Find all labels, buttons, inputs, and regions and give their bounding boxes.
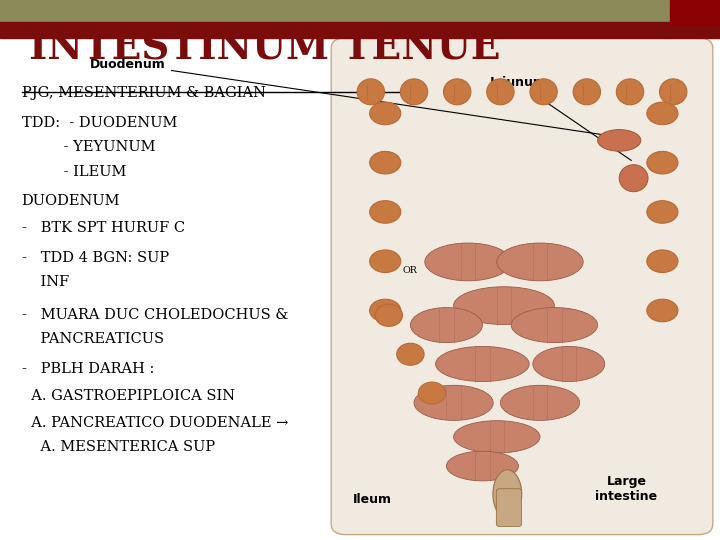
Text: A. MESENTERICA SUP: A. MESENTERICA SUP: [22, 440, 215, 454]
Text: - YEYUNUM: - YEYUNUM: [22, 140, 155, 154]
Text: INTESTINUM TENUE: INTESTINUM TENUE: [29, 30, 500, 68]
Ellipse shape: [369, 151, 401, 174]
Ellipse shape: [493, 470, 522, 518]
Text: - ILEUM: - ILEUM: [22, 165, 126, 179]
Text: -   MUARA DUC CHOLEDOCHUS &: - MUARA DUC CHOLEDOCHUS &: [22, 308, 288, 322]
Text: TDD:  - DUODENUM: TDD: - DUODENUM: [22, 116, 177, 130]
Text: OR: OR: [402, 266, 418, 275]
Ellipse shape: [444, 79, 471, 105]
Ellipse shape: [619, 165, 648, 192]
Ellipse shape: [647, 102, 678, 125]
Ellipse shape: [647, 151, 678, 174]
Ellipse shape: [369, 250, 401, 273]
Ellipse shape: [647, 201, 678, 223]
Ellipse shape: [497, 243, 583, 281]
Ellipse shape: [647, 299, 678, 322]
Ellipse shape: [369, 102, 401, 125]
Ellipse shape: [647, 250, 678, 273]
Text: Large
intestine: Large intestine: [595, 475, 657, 503]
Text: Jejunum: Jejunum: [490, 76, 631, 160]
Text: A. GASTROEPIPLOICA SIN: A. GASTROEPIPLOICA SIN: [22, 389, 235, 403]
Ellipse shape: [660, 79, 687, 105]
Ellipse shape: [598, 130, 641, 151]
Text: -   TDD 4 BGN: SUP: - TDD 4 BGN: SUP: [22, 251, 168, 265]
Text: DUODENUM: DUODENUM: [22, 194, 120, 208]
Ellipse shape: [454, 287, 554, 325]
Bar: [0, 22, 720, 38]
Ellipse shape: [414, 386, 493, 420]
Text: INF: INF: [22, 275, 69, 289]
Ellipse shape: [487, 79, 514, 105]
Bar: [670, 0, 720, 24]
Ellipse shape: [446, 451, 518, 481]
Ellipse shape: [369, 201, 401, 223]
Text: PJG, MESENTERIUM & BAGIAN: PJG, MESENTERIUM & BAGIAN: [22, 86, 266, 100]
Text: PANCREATICUS: PANCREATICUS: [22, 332, 163, 346]
Ellipse shape: [418, 382, 446, 404]
Text: A. PANCREATICO DUODENALE →: A. PANCREATICO DUODENALE →: [22, 416, 288, 430]
Text: Duodenum: Duodenum: [90, 57, 602, 134]
FancyBboxPatch shape: [496, 489, 521, 526]
Ellipse shape: [369, 299, 401, 322]
Text: Ileum: Ileum: [353, 493, 392, 506]
Ellipse shape: [616, 79, 644, 105]
Ellipse shape: [375, 305, 402, 326]
Ellipse shape: [530, 79, 557, 105]
Ellipse shape: [500, 386, 580, 420]
Ellipse shape: [357, 79, 384, 105]
Ellipse shape: [400, 79, 428, 105]
Bar: [0, 0, 720, 22]
Ellipse shape: [573, 79, 600, 105]
Ellipse shape: [436, 346, 529, 381]
Text: -   BTK SPT HURUF C: - BTK SPT HURUF C: [22, 221, 185, 235]
Ellipse shape: [425, 243, 511, 281]
Ellipse shape: [410, 307, 482, 342]
Text: -   PBLH DARAH :: - PBLH DARAH :: [22, 362, 154, 376]
Ellipse shape: [533, 346, 605, 381]
Ellipse shape: [511, 307, 598, 342]
FancyBboxPatch shape: [331, 38, 713, 535]
Ellipse shape: [397, 343, 424, 365]
Ellipse shape: [454, 421, 540, 453]
